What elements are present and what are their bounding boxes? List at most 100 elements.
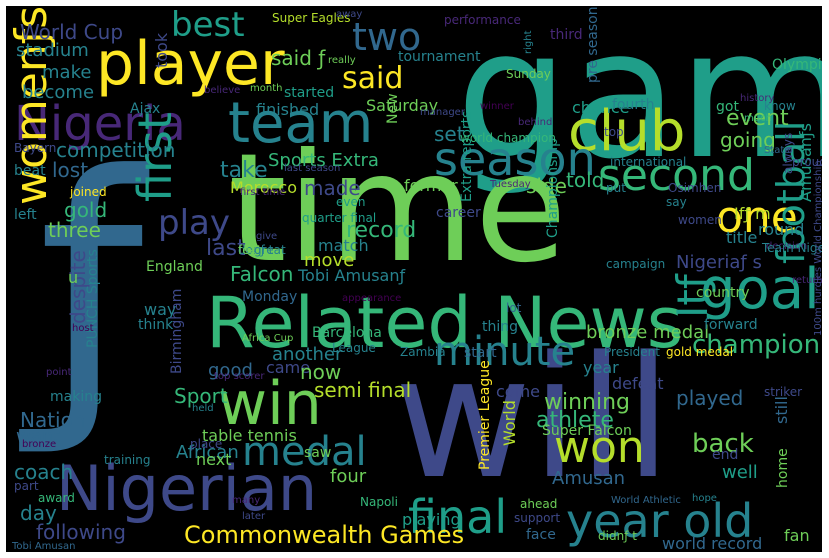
word-month: month <box>250 83 283 94</box>
word-striker: striker <box>764 385 803 399</box>
word-place: place <box>190 437 223 451</box>
word-round: round <box>758 220 805 239</box>
word-decision: decision <box>766 241 808 252</box>
word-think: think <box>138 317 174 333</box>
word-ajax: Ajax <box>130 101 161 117</box>
word-three: three <box>48 218 101 242</box>
word-zambia: Zambia <box>400 345 446 359</box>
word-former: former <box>404 176 458 195</box>
word-forward: forward <box>704 317 758 333</box>
word-world-athletic: World Athletic <box>611 495 681 506</box>
word-new: New <box>385 93 401 124</box>
word-even: even <box>336 195 366 209</box>
word-way: way <box>144 300 177 319</box>
word-super-falcon: Super Falcon <box>542 423 632 439</box>
word-extra-reports: Extra reports <box>459 110 475 202</box>
word-career: career <box>436 205 481 221</box>
word-won: won <box>554 422 645 473</box>
word-sports-extra: Sports Extra <box>268 150 379 171</box>
word-tobi-amusan: Tobi Amusanƒ <box>298 266 406 285</box>
word-make: make <box>42 62 92 83</box>
word-league: League <box>332 341 376 355</box>
word-bayern: Bayern <box>14 141 57 155</box>
word-fourth: fourth <box>612 97 655 113</box>
word-top: top <box>604 125 624 139</box>
word-defeat: defeat <box>612 374 664 393</box>
word-if-m: Ifƒ m <box>734 204 771 223</box>
word-came: came <box>266 358 311 377</box>
word-away: away <box>336 9 363 20</box>
word-come: come <box>496 382 541 401</box>
word-told: told <box>566 168 605 192</box>
word-champion: champion <box>692 330 821 360</box>
word-didn-t: didnƒ t <box>598 529 637 543</box>
word-napoli: Napoli <box>360 495 398 509</box>
word-another: another <box>272 344 343 365</box>
word-two: two <box>352 15 422 59</box>
word-behind: behind <box>518 117 553 128</box>
word-put: put <box>606 181 626 195</box>
word-beat: beat <box>14 163 46 179</box>
word-sunday: Sunday <box>506 67 551 81</box>
word-now: now <box>300 360 342 384</box>
word-world-cup: World Cup <box>20 20 124 44</box>
word-year-old: year old <box>566 494 754 548</box>
word-good: good <box>208 360 253 381</box>
word-stadium: stadium <box>16 40 89 61</box>
word-second: second <box>598 150 755 201</box>
word-tobi-amusan: Tobi Amusan <box>12 541 76 552</box>
word-athlete: athlete <box>536 408 614 433</box>
word-winner: winner <box>480 101 514 112</box>
word-morocco: Morocco <box>230 178 297 197</box>
word-finished: finished <box>256 100 320 119</box>
word-left: left <box>14 207 37 223</box>
word-know: know <box>764 99 796 113</box>
word-don-t: donƒ t <box>238 243 274 257</box>
word-held: held <box>192 403 214 414</box>
word-right: right <box>523 30 534 55</box>
word-host: host <box>72 323 94 334</box>
word-going: going <box>720 128 776 152</box>
word-state: State <box>764 145 791 156</box>
word-super-eagles: Super Eagles <box>272 11 351 25</box>
word-move: move <box>304 250 355 271</box>
word-win: win <box>218 369 322 439</box>
word-related-news: Related News <box>206 282 684 364</box>
word-nigerian: Nigerian <box>56 452 318 525</box>
word-title: title <box>726 228 758 247</box>
word-u: u <box>68 268 79 287</box>
word-later: later <box>242 511 266 522</box>
word-support: support <box>514 511 561 525</box>
word-record: record <box>346 218 417 243</box>
word-fan: fan <box>784 526 810 545</box>
word-made: made <box>304 176 361 200</box>
word-want: want <box>16 426 61 447</box>
word-tuesday: Tuesday <box>490 179 531 190</box>
word-award: award <box>38 491 75 505</box>
word-always: always <box>781 132 795 174</box>
word-best: best <box>171 6 245 45</box>
word-cloud: gametimewillƒRelated NewsplayerNigeriant… <box>6 6 822 552</box>
word-said: said <box>342 61 404 96</box>
word-give: give <box>256 231 278 242</box>
word-will: will <box>394 320 672 516</box>
word-bronze-medal: bronze medal <box>586 322 710 343</box>
word-final: final <box>408 490 508 544</box>
word-women: women <box>678 213 722 227</box>
word-player: player <box>96 29 285 99</box>
word-last-season: last season <box>284 163 341 174</box>
word-president: President <box>604 345 660 359</box>
word-first-time: first time <box>240 187 286 198</box>
word-history: history <box>740 93 775 104</box>
word-event: event <box>726 106 789 131</box>
word-third: third <box>550 27 583 43</box>
word-day: day <box>20 501 57 525</box>
word-sport: Sport <box>174 384 228 408</box>
word-african: African <box>176 442 239 463</box>
word-following: following <box>36 520 126 544</box>
word-medal: medal <box>242 429 367 475</box>
word-birmingham: Birmingham <box>169 288 185 374</box>
word-england: England <box>146 259 203 275</box>
word-premier-league: Premier League <box>477 360 493 470</box>
